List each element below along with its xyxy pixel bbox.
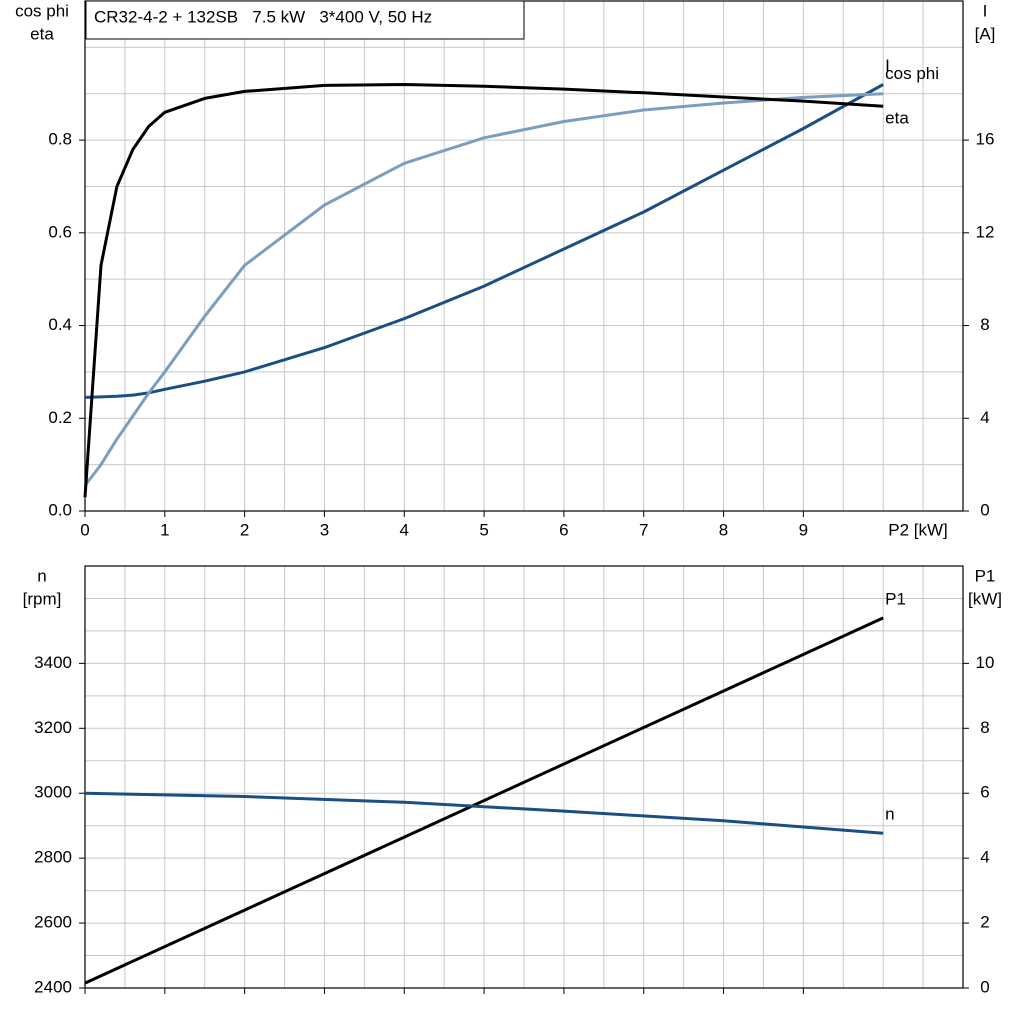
x-tick-label: 8 (719, 520, 728, 539)
title-background (85, 0, 525, 40)
y-tick-label: 3200 (34, 718, 72, 737)
y2-tick-label: 0 (980, 977, 989, 996)
y-tick-label: 0.4 (48, 315, 72, 334)
x-tick-label: 6 (559, 520, 568, 539)
y-tick-label: 0.0 (48, 500, 72, 519)
x-tick-label: 5 (479, 520, 488, 539)
x-tick-label: 4 (400, 520, 409, 539)
series-label: I (885, 56, 890, 75)
y2-tick-label: 6 (980, 783, 989, 802)
y2-tick-label: 16 (976, 130, 995, 149)
x-tick-label: 3 (320, 520, 329, 539)
y2-tick-label: 8 (980, 315, 989, 334)
y-tick-label: 3400 (34, 653, 72, 672)
y2-tick-label: 0 (980, 500, 989, 519)
series-line (83, 92, 884, 487)
series-label: P1 (885, 589, 906, 608)
chart-title: CR32-4-2 + 132SB 7.5 kW 3*400 V, 50 Hz (94, 7, 432, 26)
x-tick-label: 1 (160, 520, 169, 539)
y-tick-label: 2800 (34, 848, 72, 867)
y2-axis-label: [A] (975, 24, 996, 43)
y-tick-label: 2600 (34, 913, 72, 932)
series-line (84, 616, 884, 985)
y-axis-label: n (37, 566, 46, 585)
series-label: cos phi (885, 64, 939, 83)
y2-tick-label: 4 (980, 408, 989, 427)
series-line (83, 83, 884, 498)
series-label: eta (885, 109, 909, 128)
x-tick-label: 0 (80, 520, 89, 539)
y2-axis-label: [kW] (968, 589, 1002, 608)
series-label: n (885, 805, 894, 824)
y-tick-label: 0.2 (48, 408, 72, 427)
y-tick-label: 3000 (34, 783, 72, 802)
x-tick-label: 7 (639, 520, 648, 539)
y2-axis-label: P1 (975, 566, 996, 585)
series-line (84, 83, 884, 399)
x-tick-label: 9 (799, 520, 808, 539)
x-axis-label: P2 [kW] (888, 520, 948, 539)
y2-axis-label: I (983, 1, 988, 20)
y-axis-label: eta (30, 24, 54, 43)
y-tick-label: 0.8 (48, 130, 72, 149)
plot-frame (84, 565, 964, 989)
y-tick-label: 2400 (34, 977, 72, 996)
y2-tick-label: 2 (980, 913, 989, 932)
y2-tick-label: 4 (980, 848, 989, 867)
title-box: CR32-4-2 + 132SB 7.5 kW 3*400 V, 50 Hz (85, 0, 525, 40)
y2-tick-label: 12 (976, 222, 995, 241)
y2-tick-label: 10 (976, 653, 995, 672)
y-tick-label: 0.6 (48, 222, 72, 241)
y-axis-label: [rpm] (23, 589, 62, 608)
series-line (84, 791, 884, 835)
y2-tick-label: 8 (980, 718, 989, 737)
y-axis-label: cos phi (15, 1, 69, 20)
x-tick-label: 2 (240, 520, 249, 539)
